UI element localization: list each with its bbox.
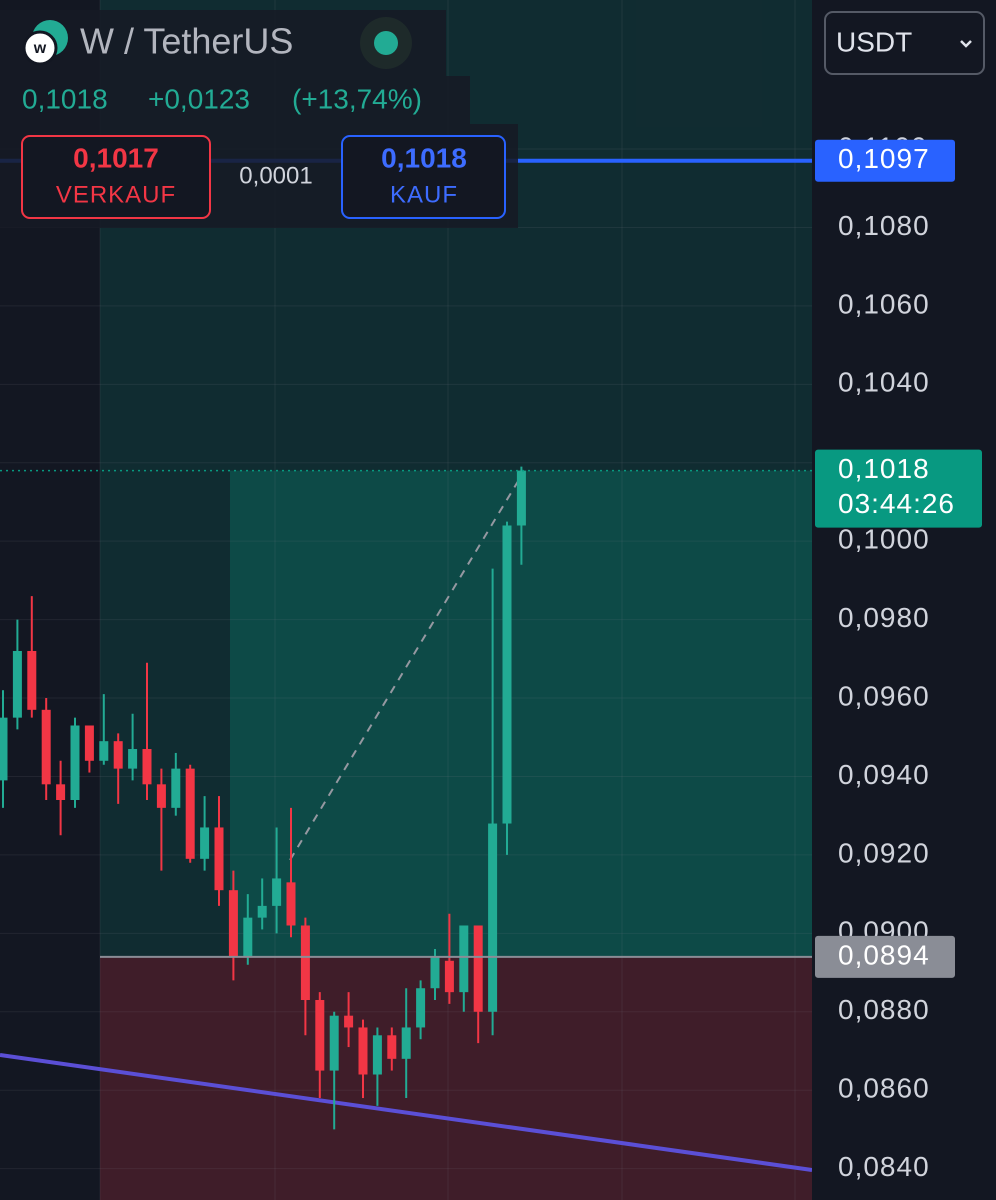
chevron: [960, 40, 972, 48]
candle-body: [257, 905, 267, 918]
candle-body: [488, 823, 498, 1012]
coin-logo: [22, 30, 58, 66]
candle-body: [516, 470, 526, 526]
candle-body: [84, 725, 94, 761]
price-line-label-bg: [815, 935, 955, 978]
last-price: 0,1018: [22, 83, 108, 114]
price-line-label: 0,0894: [838, 939, 930, 970]
loss-zone: [100, 956, 812, 1200]
y-tick-label: 0,1000: [838, 524, 930, 555]
candle-body: [459, 925, 469, 993]
y-tick-label: 0,0920: [838, 837, 930, 868]
candle-body: [185, 768, 195, 859]
y-tick-label: 0,1040: [838, 367, 930, 398]
change: +0,0123: [148, 83, 250, 114]
candle-body: [272, 878, 282, 906]
candle-body: [128, 749, 138, 769]
candle-body: [200, 827, 210, 859]
candle-body: [70, 725, 80, 800]
sell-price: 0,1017: [73, 142, 159, 173]
y-tick-label: 0,0960: [838, 680, 930, 711]
candle-body: [0, 717, 8, 781]
y-tick-label: 0,1080: [838, 210, 930, 241]
market-status: [374, 31, 398, 55]
candle-body: [228, 890, 238, 957]
candle-body: [444, 960, 454, 993]
coin-logo-letter: w: [33, 40, 47, 57]
price-axis: [812, 0, 996, 1200]
sell-button[interactable]: [21, 135, 211, 219]
candle-body: [416, 988, 426, 1028]
header-bg: [0, 76, 470, 124]
price-line-label-bg: [815, 139, 955, 182]
candle-body: [214, 827, 224, 891]
candle-body: [113, 741, 123, 769]
y-tick-label: 0,0860: [838, 1073, 930, 1104]
candle-body: [243, 917, 253, 957]
sell-label: VERKAUF: [56, 181, 176, 208]
candle-body: [27, 650, 37, 710]
symbol: W / TetherUS: [80, 21, 293, 62]
y-tick-label: 0,0980: [838, 602, 930, 633]
buy-price: 0,1018: [381, 142, 467, 173]
candle-body: [56, 784, 66, 800]
y-tick-label: 0,0940: [838, 759, 930, 790]
candle-body: [315, 1000, 325, 1071]
change-pct: (+13,74%): [292, 83, 422, 114]
candle-body: [473, 925, 483, 1012]
currency: USDT: [836, 26, 912, 57]
candle-body: [99, 741, 109, 761]
candle-body: [286, 882, 296, 926]
current-price-label-bg: [815, 449, 982, 528]
candle-body: [156, 784, 166, 808]
candle-body: [300, 925, 310, 1000]
candle-body: [344, 1015, 354, 1028]
price-line-label: 0,1097: [838, 143, 930, 174]
buy-button[interactable]: [341, 135, 506, 219]
candle-body: [430, 956, 440, 989]
trend-line: [0, 1053, 813, 1172]
candle-body: [12, 650, 22, 718]
candle-body: [329, 1015, 339, 1071]
current-price-label: 0,1018: [838, 453, 930, 484]
y-tick-label: 0,0880: [838, 994, 930, 1025]
candle-body: [372, 1035, 382, 1075]
candle-body: [41, 709, 51, 785]
candle-body: [502, 525, 512, 824]
candle-body: [142, 749, 152, 785]
candle-body: [358, 1027, 368, 1075]
candle-body: [171, 768, 181, 808]
y-tick-label: 0,0840: [838, 1151, 930, 1182]
currency-select[interactable]: [824, 11, 985, 75]
candle-body: [387, 1035, 397, 1059]
countdown: 03:44:26: [838, 488, 955, 519]
y-tick-label: 0,1060: [838, 288, 930, 319]
spread: 0,0001: [239, 162, 312, 189]
candle-body: [401, 1027, 411, 1059]
buy-label: KAUF: [390, 181, 458, 208]
